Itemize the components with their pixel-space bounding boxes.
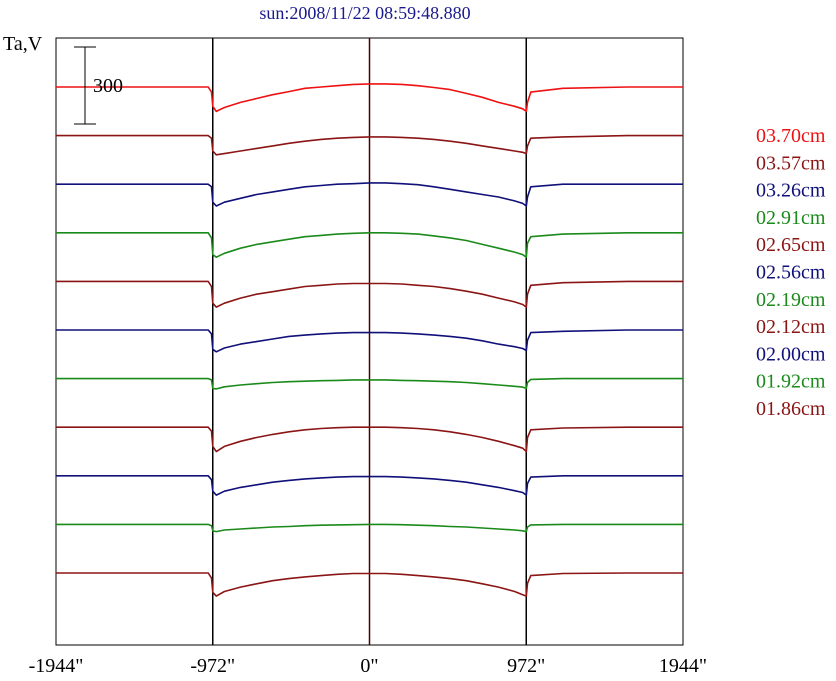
series-line-02.56cm	[56, 329, 683, 353]
series-group	[56, 83, 683, 597]
series-line-02.19cm	[56, 377, 683, 390]
legend-entry: 02.19cm	[756, 289, 826, 311]
x-tick-label: 0"	[360, 655, 378, 677]
legend-entry: 03.57cm	[756, 152, 826, 174]
legend: 03.70cm 03.57cm 03.26cm 02.91cm 02.65cm 02.56…	[756, 125, 826, 420]
legend-entry: 02.65cm	[756, 234, 826, 256]
x-tick-labels: -1944" -972" 0" 972" 1944"	[29, 655, 708, 677]
series-line-02.65cm	[56, 280, 683, 308]
x-tick-label: 1944"	[659, 655, 707, 677]
legend-entry: 03.70cm	[756, 125, 826, 147]
x-tick-label: -972"	[190, 655, 235, 677]
series-line-03.57cm	[56, 134, 683, 156]
legend-entry: 02.00cm	[756, 343, 826, 365]
chart-title: sun:2008/11/22 08:59:48.880	[259, 3, 470, 23]
legend-entry: 01.92cm	[756, 371, 826, 393]
legend-entry: 01.86cm	[756, 398, 826, 420]
series-line-02.12cm	[56, 426, 683, 453]
legend-entry: 03.26cm	[756, 180, 826, 202]
legend-entry: 02.12cm	[756, 316, 826, 338]
scale-bar-label: 300	[93, 75, 123, 97]
series-line-01.92cm	[56, 523, 683, 533]
series-line-02.00cm	[56, 474, 683, 496]
series-line-03.70cm	[56, 83, 683, 113]
x-tick-label: -1944"	[29, 655, 84, 677]
legend-entry: 02.56cm	[756, 262, 826, 284]
series-line-01.86cm	[56, 572, 683, 597]
series-line-03.26cm	[56, 182, 683, 207]
series-line-02.91cm	[56, 232, 683, 259]
scale-bar: 300	[74, 46, 123, 125]
y-axis-label: Ta,V	[3, 33, 43, 55]
legend-entry: 02.91cm	[756, 207, 826, 229]
x-tick-label: 972"	[507, 655, 545, 677]
